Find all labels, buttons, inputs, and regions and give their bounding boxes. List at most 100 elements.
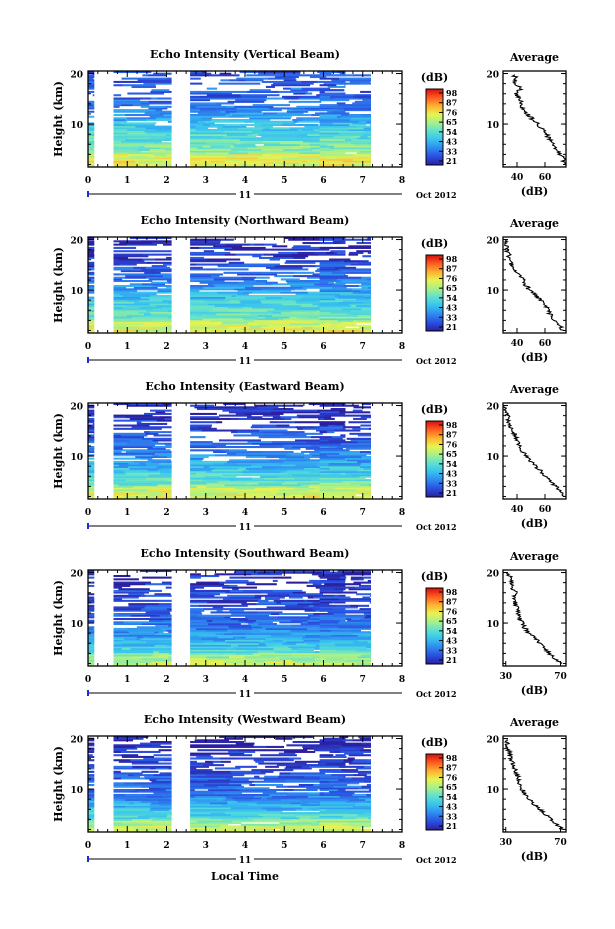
colorbar-tick-label: 76	[446, 606, 458, 616]
colorbar-tick-label: 33	[446, 146, 458, 156]
x-tick-label: 6	[320, 342, 326, 352]
avg-x-tick-label: 30	[499, 838, 512, 848]
x-tick-label: 7	[360, 342, 366, 352]
x-tick-label: 6	[320, 841, 326, 851]
avg-profile-line	[510, 74, 566, 165]
panel-title: Echo Intensity (Eastward Beam)	[145, 380, 344, 393]
colorbar-tick-label: 33	[446, 811, 458, 821]
x-tick-label: 6	[320, 675, 326, 685]
y-tick-label: 10	[70, 453, 83, 463]
y-tick-label: 20	[70, 71, 83, 81]
heatmap-cells	[88, 71, 371, 167]
colorbar-unit: (dB)	[421, 237, 448, 250]
x-tick-label: 5	[281, 675, 287, 685]
colorbar-tick-label: 21	[446, 821, 457, 831]
x-tick-label: 3	[203, 342, 209, 352]
colorbar-tick-label: 76	[446, 107, 458, 117]
x-tick-label: 6	[320, 508, 326, 518]
colorbar-tick-label: 43	[446, 802, 458, 812]
x-tick-label: 0	[85, 675, 91, 685]
x-tick-label: 1	[124, 841, 130, 851]
avg-x-label: (dB)	[521, 850, 548, 863]
avg-y-tick-label: 10	[486, 453, 499, 463]
x-tick-label: 8	[399, 342, 405, 352]
colorbar	[425, 587, 444, 665]
x-tick-label: 3	[203, 176, 209, 186]
x-tick-label: 5	[281, 508, 287, 518]
avg-x-tick-label: 60	[539, 173, 552, 183]
y-tick-label: 20	[70, 570, 83, 580]
colorbar-tick-label: 54	[446, 792, 458, 802]
panel-title: Echo Intensity (Southward Beam)	[141, 547, 350, 560]
avg-title: Average	[509, 383, 559, 396]
avg-x-tick-label: 60	[539, 505, 552, 515]
panel-title: Echo Intensity (Westward Beam)	[144, 713, 346, 726]
colorbar-tick-label: 98	[446, 88, 458, 98]
colorbar-tick-label: 98	[446, 254, 458, 264]
heatmap-cells	[88, 237, 371, 333]
avg-title: Average	[509, 716, 559, 729]
x-tick-label: 3	[203, 508, 209, 518]
colorbar-tick-label: 43	[446, 137, 458, 147]
avg-frame	[502, 70, 567, 168]
x-tick-label: 2	[163, 508, 169, 518]
colorbar-tick-label: 87	[446, 763, 457, 773]
y-axis-title: Height (km)	[52, 247, 65, 323]
avg-y-tick-label: 10	[486, 287, 499, 297]
date-label: Oct 2012	[416, 689, 457, 699]
avg-frame	[502, 569, 567, 667]
x-tick-label: 7	[360, 841, 366, 851]
colorbar-tick-label: 98	[446, 753, 458, 763]
colorbar-tick-label: 33	[446, 312, 458, 322]
avg-y-tick-label: 20	[486, 570, 499, 580]
colorbar-tick-label: 87	[446, 98, 457, 108]
day-label: 11	[239, 856, 252, 866]
avg-x-tick-label: 40	[511, 339, 524, 349]
colorbar-tick-label: 87	[446, 430, 457, 440]
avg-title: Average	[509, 550, 559, 563]
avg-x-tick-label: 40	[511, 173, 524, 183]
avg-y-tick-label: 10	[486, 620, 499, 630]
y-tick-label: 10	[70, 287, 83, 297]
y-tick-label: 10	[70, 121, 83, 131]
x-tick-label: 2	[163, 342, 169, 352]
avg-x-tick-label: 30	[499, 672, 512, 682]
x-tick-label: 1	[124, 176, 130, 186]
x-tick-label: 0	[85, 841, 91, 851]
x-tick-label: 4	[242, 342, 248, 352]
x-tick-label: 8	[399, 675, 405, 685]
y-axis-title: Height (km)	[52, 81, 65, 157]
colorbar-tick-label: 65	[446, 117, 457, 127]
colorbar-unit: (dB)	[421, 736, 448, 749]
x-tick-label: 1	[124, 508, 130, 518]
date-label: Oct 2012	[416, 855, 457, 865]
colorbar-tick-label: 76	[446, 772, 458, 782]
x-tick-label: 7	[360, 508, 366, 518]
x-tick-label: 5	[281, 176, 287, 186]
x-tick-label: 8	[399, 176, 405, 186]
colorbar-tick-label: 87	[446, 597, 457, 607]
colorbar-tick-label: 54	[446, 293, 458, 303]
colorbar-tick-label: 98	[446, 420, 458, 430]
x-tick-label: 2	[163, 675, 169, 685]
avg-frame	[502, 735, 567, 833]
avg-x-label: (dB)	[521, 517, 548, 530]
x-tick-label: 5	[281, 342, 287, 352]
y-axis-title: Height (km)	[52, 746, 65, 822]
avg-title: Average	[509, 51, 559, 64]
colorbar-unit: (dB)	[421, 570, 448, 583]
colorbar-tick-label: 21	[446, 655, 457, 665]
avg-x-label: (dB)	[521, 351, 548, 364]
panel-title: Echo Intensity (Northward Beam)	[141, 214, 350, 227]
panel-1: Echo Intensity (Northward Beam) 0 1 2 3 4 5 6 7 8…	[52, 214, 567, 367]
colorbar-tick-label: 76	[446, 439, 458, 449]
colorbar-unit: (dB)	[421, 403, 448, 416]
colorbar-tick-label: 98	[446, 587, 458, 597]
heatmap-cells	[88, 403, 371, 499]
date-label: Oct 2012	[416, 356, 457, 366]
y-tick-label: 20	[70, 403, 83, 413]
colorbar-tick-label: 43	[446, 636, 458, 646]
avg-y-tick-label: 20	[486, 237, 499, 247]
avg-x-tick-label: 40	[511, 505, 524, 515]
